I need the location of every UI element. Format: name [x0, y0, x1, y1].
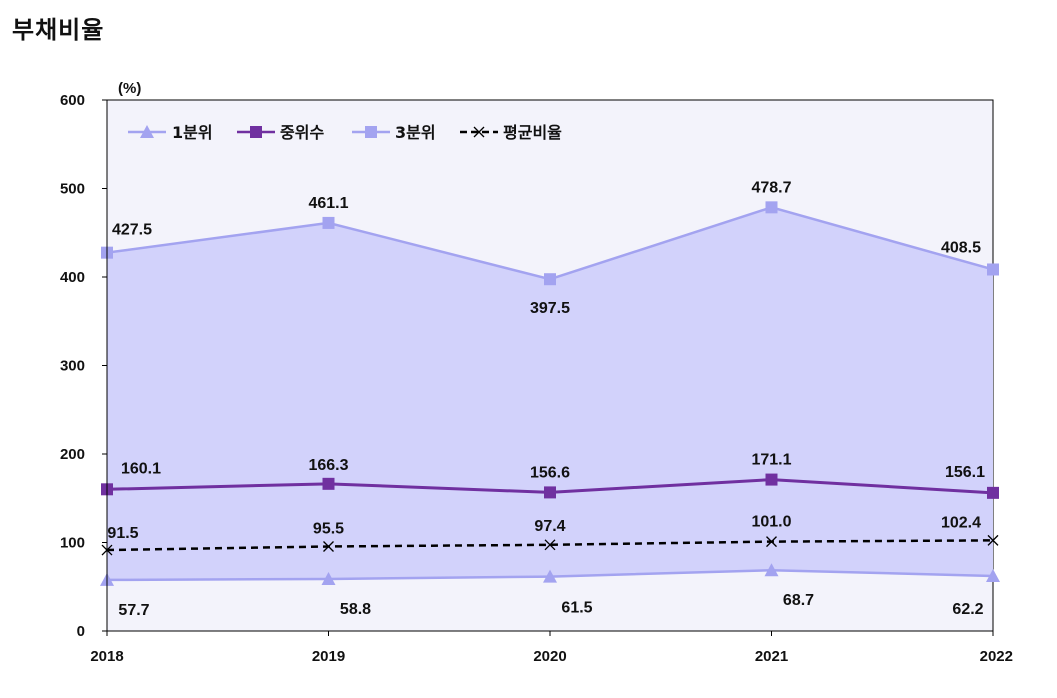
legend-marker — [473, 126, 485, 138]
y-tick-label: 400 — [60, 269, 85, 286]
series-line-average — [106, 539, 994, 552]
data-point-q1 — [764, 563, 779, 577]
y-tick-label: 600 — [60, 92, 85, 109]
data-label-median: 156.1 — [945, 464, 985, 481]
legend-item-q3: 3분위 — [352, 123, 436, 142]
y-tick-label: 500 — [60, 181, 85, 198]
y-tick-label: 100 — [60, 535, 85, 552]
x-marker-stroke — [473, 126, 485, 138]
data-point-average — [987, 534, 999, 546]
data-label-q3: 397.5 — [530, 300, 570, 317]
legend-item-average: 평균비율 — [460, 123, 562, 142]
data-label-median: 171.1 — [751, 452, 791, 469]
series-median — [101, 473, 999, 499]
legend-item-median: 중위수 — [237, 123, 324, 142]
axis-layer: 0 100 200 300 400 500 600 2018 2019 2020 2021 2022 — [60, 92, 1013, 665]
data-point-q1 — [321, 571, 336, 585]
data-label-median: 166.3 — [308, 457, 348, 474]
x-tick-label: 2020 — [533, 648, 566, 665]
data-label-q1: 57.7 — [118, 602, 149, 619]
data-point-q3 — [322, 216, 335, 229]
page-title: 부채비율 — [12, 16, 105, 44]
legend: 1분위 중위수 3분위 평균비율 — [128, 123, 562, 142]
legend-label: 3분위 — [395, 123, 436, 142]
x-marker-stroke — [987, 534, 999, 546]
y-tick-label: 0 — [77, 623, 85, 640]
data-label-q1: 61.5 — [561, 600, 592, 617]
data-label-average: 95.5 — [313, 520, 344, 537]
data-point-q3 — [987, 263, 999, 276]
y-axis-unit-label: (%) — [118, 80, 141, 97]
data-point-q1 — [543, 569, 557, 583]
data-label-q1: 62.2 — [952, 601, 983, 618]
x-tick-label: 2019 — [312, 648, 345, 665]
legend-label: 평균비율 — [503, 123, 562, 142]
data-label-q3: 408.5 — [941, 239, 981, 256]
x-tick-label: 2018 — [90, 648, 123, 665]
data-label-median: 156.6 — [530, 464, 570, 481]
x-tick-label: 2022 — [980, 648, 1013, 665]
data-label-q3: 478.7 — [751, 179, 791, 196]
data-label-average: 102.4 — [941, 514, 981, 531]
legend-label: 중위수 — [280, 123, 324, 142]
data-label-average: 97.4 — [534, 518, 565, 535]
data-label-q1: 58.8 — [340, 601, 371, 618]
legend-label: 1분위 — [172, 123, 213, 142]
data-point-median — [322, 477, 335, 490]
data-point-median — [765, 473, 778, 486]
data-label-median: 160.1 — [121, 460, 161, 477]
data-point-average — [323, 541, 334, 552]
series-q3 — [101, 201, 999, 286]
legend-marker — [365, 126, 377, 138]
y-tick-label: 200 — [60, 446, 85, 463]
data-label-average: 91.5 — [107, 525, 138, 542]
x-marker-stroke — [544, 539, 556, 551]
y-tick-label: 300 — [60, 358, 85, 375]
data-label-average: 101.0 — [751, 514, 791, 531]
data-point-median — [987, 486, 999, 499]
x-marker-stroke — [766, 536, 777, 548]
data-point-median — [544, 486, 556, 499]
data-point-average — [544, 539, 556, 551]
x-marker-stroke — [323, 541, 334, 552]
data-label-layer: 57.7 58.8 61.5 68.7 62.2 160.1 166.3 156.6 171.1… — [107, 179, 985, 619]
legend-marker — [140, 125, 154, 138]
legend-marker — [250, 126, 262, 138]
series-layer — [100, 201, 1000, 586]
data-label-q3: 461.1 — [308, 195, 348, 212]
data-point-q1 — [986, 568, 1000, 582]
data-point-q3 — [544, 273, 556, 286]
data-label-q1: 68.7 — [783, 592, 814, 609]
x-tick-label: 2021 — [755, 648, 788, 665]
data-point-average — [766, 536, 777, 548]
data-point-q3 — [765, 201, 778, 214]
data-label-q3: 427.5 — [112, 222, 152, 239]
legend-item-q1: 1분위 — [128, 123, 213, 142]
